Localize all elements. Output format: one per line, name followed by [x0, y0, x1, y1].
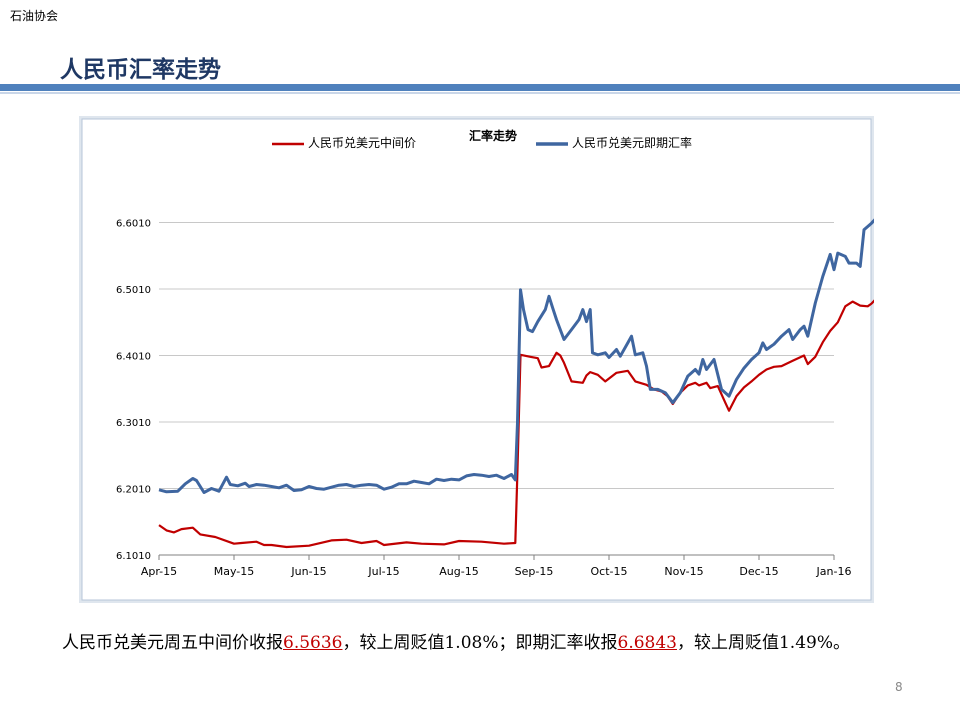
- legend-label-midrate: 人民币兑美元中间价: [308, 135, 416, 150]
- summary-text: 人民币兑美元周五中间价收报6.5636，较上周贬值1.08%；即期汇率收报6.6…: [62, 630, 892, 657]
- y-tick-label: 6.3010: [116, 418, 151, 429]
- exchange-rate-chart: Apr-15 May-15 Jun-15 Jul-15 Aug-15 Sep-15 Oct-…: [81, 118, 874, 601]
- page-title: 人民币汇率走势: [60, 57, 221, 83]
- chart-title: 汇率走势: [469, 128, 517, 143]
- midrate-close-value: 6.5636: [283, 633, 343, 653]
- chart-frame: Apr-15 May-15 Jun-15 Jul-15 Aug-15 Sep-15 Oct-…: [79, 116, 874, 603]
- summary-part-2: ，较上周贬值1.08%；即期汇率收报: [342, 633, 618, 653]
- title-divider-thin: [0, 92, 960, 94]
- x-tick-label: May-15: [214, 565, 255, 578]
- legend-label-spotrate: 人民币兑美元即期汇率: [572, 135, 692, 150]
- y-tick-label: 6.2010: [116, 485, 151, 496]
- x-tick-label: Oct-15: [591, 565, 628, 578]
- x-tick-label: Aug-15: [439, 565, 478, 578]
- x-tick-label: Jun-15: [290, 565, 326, 578]
- x-tick-label: Sep-15: [515, 565, 554, 578]
- summary-part-1: 人民币兑美元周五中间价收报: [62, 633, 283, 653]
- y-tick-label: 6.1010: [116, 551, 151, 562]
- page-number: 8: [895, 680, 903, 694]
- y-tick-label: 6.5010: [116, 285, 151, 296]
- x-tick-label: Jul-15: [367, 565, 399, 578]
- x-tick-label: Nov-15: [664, 565, 703, 578]
- x-tick-label: Dec-15: [739, 565, 778, 578]
- summary-part-3: ，较上周贬值1.49%。: [676, 633, 850, 653]
- y-tick-label: 6.6010: [116, 219, 151, 230]
- series-line-spotrate: [158, 218, 874, 494]
- series-line-midrate: [158, 299, 874, 549]
- org-name: 石油协会: [10, 9, 59, 23]
- x-tick-label: Apr-15: [141, 565, 177, 578]
- title-divider: [0, 84, 960, 91]
- spotrate-close-value: 6.6843: [617, 633, 677, 653]
- x-tick-label: Jan-16: [816, 565, 852, 578]
- y-tick-label: 6.4010: [116, 352, 151, 363]
